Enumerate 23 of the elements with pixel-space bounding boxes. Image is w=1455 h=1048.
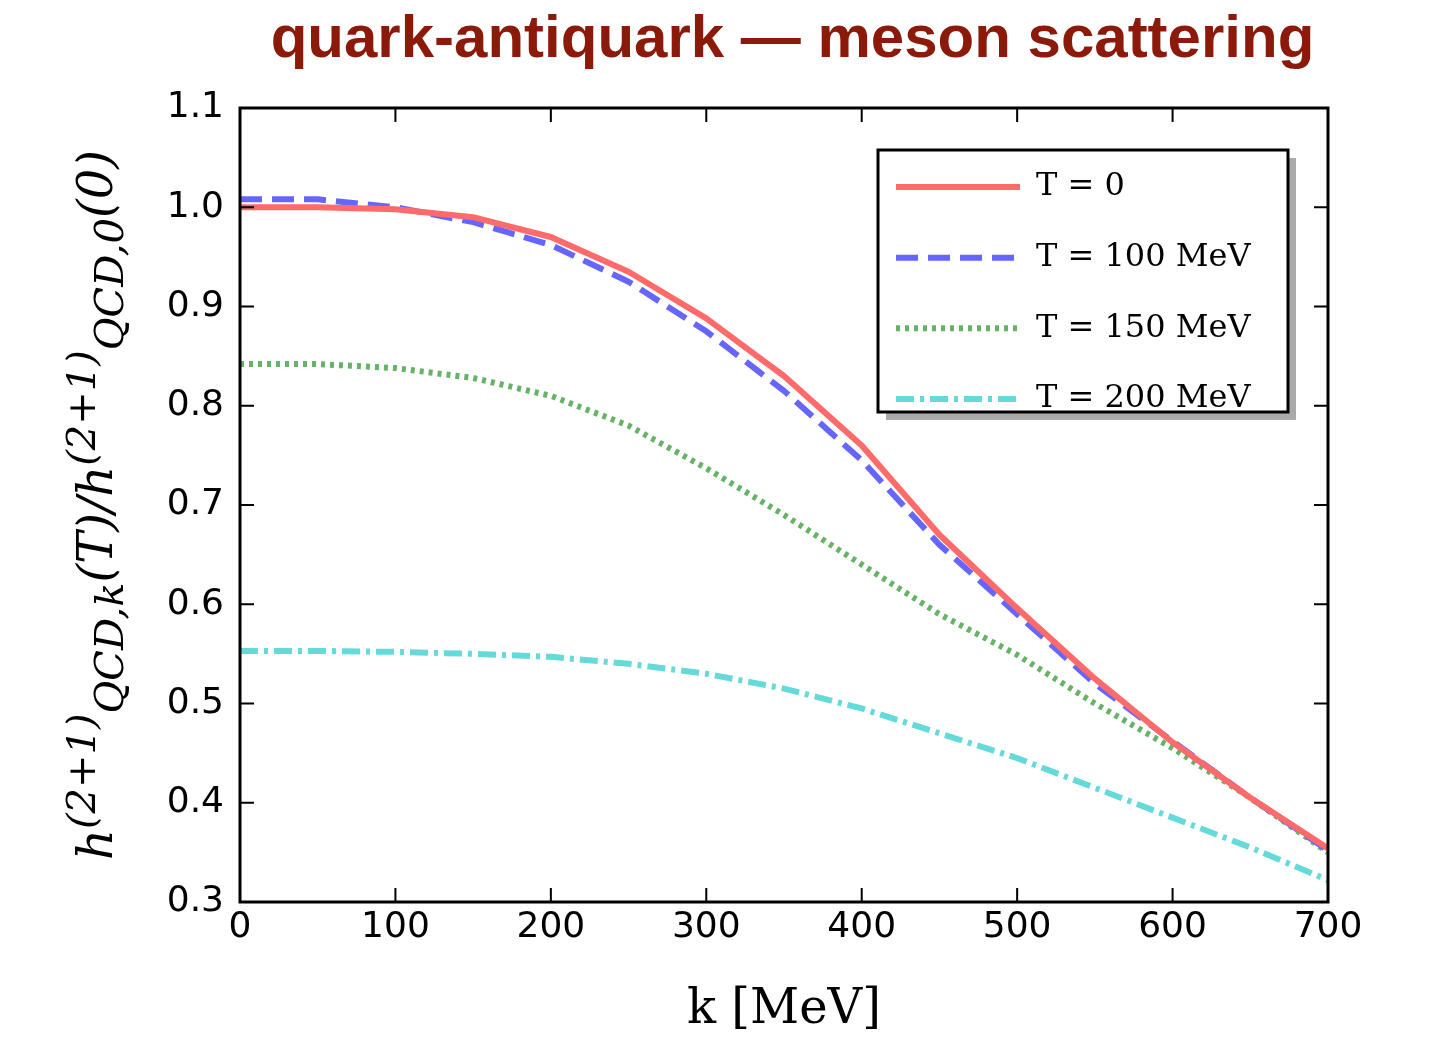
x-tick-label: 300	[671, 903, 741, 945]
y-tick-label: 0.9	[166, 282, 224, 324]
chart-title: quark-antiquark — meson scattering	[269, 2, 1316, 71]
legend-label: T = 200 MeV	[1036, 377, 1252, 416]
y-tick-label: 1.0	[166, 183, 224, 225]
x-tick-label: 200	[516, 903, 586, 945]
legend-label: T = 0	[1036, 165, 1125, 204]
y-tick-label: 0.3	[166, 878, 224, 920]
x-tick-label: 100	[361, 903, 430, 945]
x-tick-label: 600	[1138, 903, 1207, 945]
x-tick-label: 0	[228, 903, 252, 945]
x-axis-title: k [MeV]	[686, 978, 882, 1034]
legend-label: T = 100 MeV	[1036, 235, 1252, 274]
y-tick-label: 0.8	[166, 382, 224, 424]
y-tick-label: 1.1	[166, 84, 224, 126]
x-tick-label: 700	[1293, 903, 1363, 945]
y-tick-label: 0.7	[166, 481, 224, 523]
x-tick-label: 400	[827, 903, 897, 945]
y-tick-label: 0.6	[166, 580, 224, 622]
x-tick-label: 500	[982, 903, 1052, 945]
legend-label: T = 150 MeV	[1036, 306, 1252, 345]
y-tick-label: 0.4	[166, 779, 224, 821]
y-tick-label: 0.5	[166, 679, 224, 721]
